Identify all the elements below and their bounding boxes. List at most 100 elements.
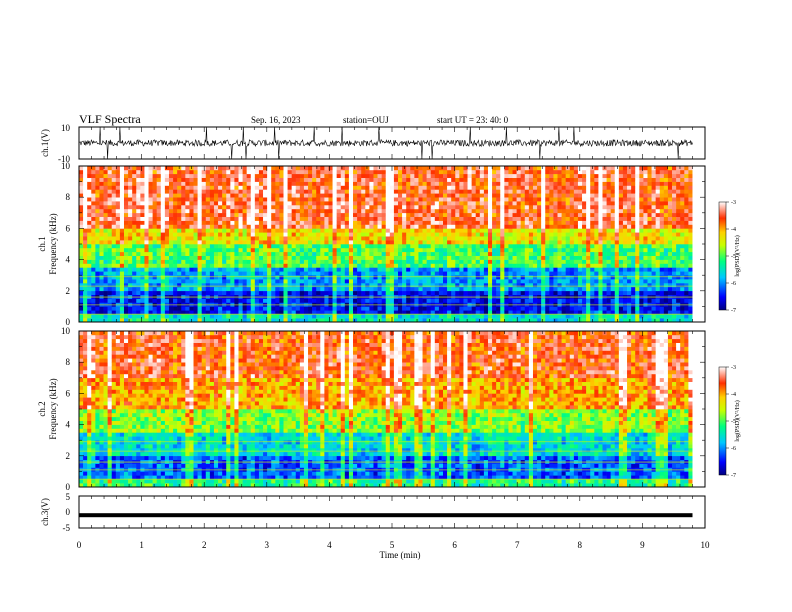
spec-cell [303,181,309,186]
spec-cell [119,205,125,210]
spec-cell [357,220,362,225]
spec-cell [332,279,337,284]
spec-cell [455,193,460,198]
spec-cell [324,193,329,198]
spec-cell [209,205,215,210]
spec-cell [541,290,546,295]
spec-cell [336,224,342,229]
spec-cell [467,224,472,229]
spec-cell [512,205,517,210]
spec-cell [393,205,399,210]
spec-cell [520,236,526,241]
spec-cell [275,232,280,237]
spec-cell [299,298,305,303]
spec-cell [283,240,288,245]
spec-cell [177,244,182,249]
spec-cell [467,244,472,249]
spec-cell [332,193,337,198]
spec-cell [443,318,448,323]
spec-cell [87,275,92,280]
spec-cell [99,212,104,217]
spec-cell [340,275,346,280]
spec-cell [140,205,145,210]
spec-cell [393,166,399,171]
spec-cell [254,208,260,214]
spec-cell [422,212,427,217]
spec-cell [500,205,505,210]
spec-cell [496,173,501,178]
spec-cell [119,267,125,272]
spec-cell [569,283,575,288]
spec-cell [561,236,566,241]
spec-cell [222,279,227,284]
spec-cell [83,212,88,217]
spec-cell [553,263,558,268]
spec-cell [500,271,505,276]
spec-cell [467,306,472,311]
spec-cell [324,283,329,288]
spec-cell [193,286,198,292]
spec-cell [459,189,464,194]
spec-cell [267,259,272,264]
spec-cell [234,267,239,272]
spec-cell [492,259,497,264]
spec-cell [279,193,284,198]
spec-cell [230,193,235,198]
spec-cell [528,286,534,292]
spec-cell [258,193,264,198]
spec-cell [398,197,403,202]
spec-cell [119,232,125,237]
spec-cell [528,275,534,280]
spec-cell [537,283,542,288]
spec-cell [156,306,162,311]
spec-cell [422,228,427,233]
spec-cell [528,181,534,186]
spec-cell [234,216,239,221]
spec-cell [561,286,566,292]
spec-cell [324,259,329,264]
spec-cell [230,286,235,292]
spec-cell [569,193,575,198]
spec-cell [197,267,202,272]
spec-cell [205,240,211,245]
spec-cell [91,193,96,198]
spec-cell [213,236,219,241]
spec-cell [123,193,129,198]
spec-cell [320,166,325,171]
spec-cell [103,244,108,249]
spec-cell [541,185,546,190]
spec-cell [389,185,395,190]
spec-cell [492,286,497,292]
spec-cell [201,271,207,276]
spec-cell [483,255,489,260]
spec-cell [87,224,92,229]
spec-cell [91,290,96,295]
spec-cell [492,181,497,186]
spec-cell [475,290,481,295]
spec-cell [393,318,399,323]
spec-cell [132,205,137,210]
spec-cell [111,271,117,276]
spec-cell [267,232,272,237]
spec-cell [483,224,489,229]
spec-cell [254,298,260,303]
spec-cell [181,166,186,171]
spec-cell [107,224,113,229]
spec-cell [271,185,276,190]
spec-cell [316,201,321,206]
spec-cell [451,286,456,292]
spec-cell [373,228,378,233]
spec-cell [267,177,272,182]
spec-cell [197,244,202,249]
spec-cell [447,318,452,323]
spec-cell [222,216,227,221]
spec-cell [148,318,153,323]
spec-cell [148,205,153,210]
spec-cell [148,228,153,233]
spec-cell [287,212,292,217]
spec-cell [508,267,513,272]
spec-cell [426,220,432,225]
spec-cell [553,232,558,237]
spec-cell [332,212,337,217]
spec-cell [381,173,387,178]
